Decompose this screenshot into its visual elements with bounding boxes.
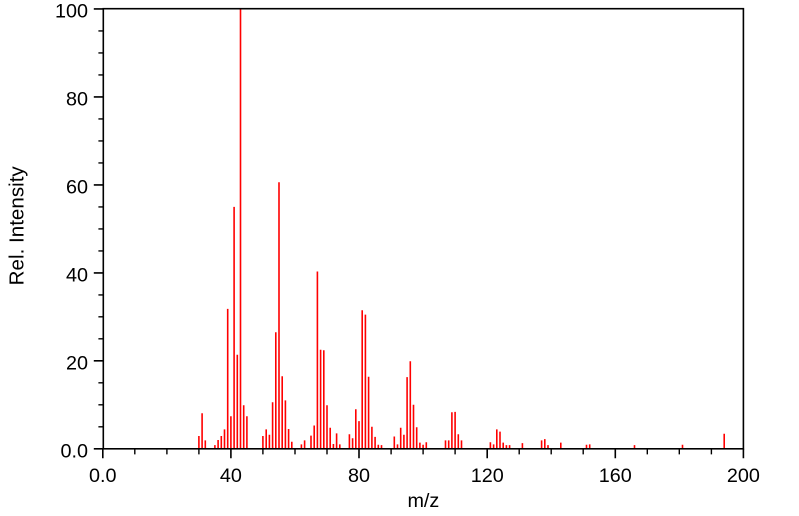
svg-text:40: 40 — [220, 465, 242, 487]
svg-text:60: 60 — [66, 177, 88, 199]
svg-text:200: 200 — [727, 465, 760, 487]
svg-text:m/z: m/z — [407, 490, 439, 512]
svg-text:20: 20 — [66, 352, 88, 374]
svg-text:0.0: 0.0 — [61, 440, 89, 462]
svg-text:100: 100 — [55, 1, 88, 23]
svg-text:80: 80 — [66, 89, 88, 111]
svg-text:Rel. Intensity: Rel. Intensity — [6, 166, 29, 286]
svg-text:160: 160 — [599, 465, 632, 487]
svg-text:40: 40 — [66, 265, 88, 287]
svg-text:80: 80 — [348, 465, 370, 487]
svg-text:0.0: 0.0 — [89, 465, 117, 487]
svg-text:120: 120 — [471, 465, 504, 487]
